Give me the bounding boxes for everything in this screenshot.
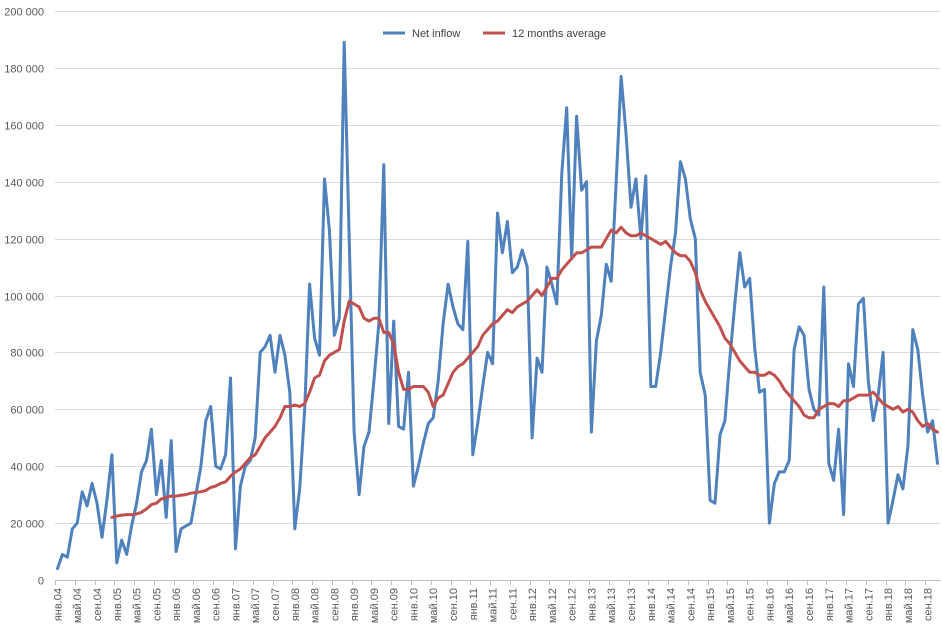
y-tick-label: 80 000 xyxy=(10,348,44,360)
legend-label-12-months-average: 12 months average xyxy=(512,28,606,40)
x-tick-label: май.14 xyxy=(666,588,678,623)
series-lines xyxy=(56,40,939,571)
x-tick-label: сен.18 xyxy=(923,588,935,621)
x-tick-label: янв.17 xyxy=(824,588,836,621)
y-tick-label: 0 xyxy=(38,576,44,588)
x-tick-label: май.17 xyxy=(844,588,856,623)
x-tick-label: янв.11 xyxy=(468,588,480,620)
x-tick-label: сен.11 xyxy=(507,588,519,620)
x-tick-label: янв.05 xyxy=(112,588,124,621)
x-axis: янв.04 май.04 сен.04 янв.05 май.05 сен.05 янв.… xyxy=(52,580,940,623)
legend-label-net-inflow: Net inflow xyxy=(412,28,460,40)
x-tick-label: май.05 xyxy=(132,588,144,623)
series-line-12-months-average xyxy=(110,225,939,519)
y-tick-label: 40 000 xyxy=(10,462,44,474)
y-tick-label: 100 000 xyxy=(4,292,44,304)
x-tick-label: янв.07 xyxy=(230,588,242,621)
y-tick-label: 200 000 xyxy=(4,7,44,19)
x-tick-label: сен.04 xyxy=(92,588,104,621)
y-tick-label: 120 000 xyxy=(4,235,44,247)
x-tick-label: май.12 xyxy=(547,588,559,623)
x-tick-label: май.08 xyxy=(310,588,322,623)
x-tick-label: янв.15 xyxy=(705,588,717,621)
y-tick-label: 160 000 xyxy=(4,121,44,133)
x-tick-label: янв.06 xyxy=(171,588,183,621)
legend: Net inflow 12 months average xyxy=(383,28,606,40)
series-line-net-inflow xyxy=(56,40,939,571)
x-tick-label: сен.08 xyxy=(329,588,341,621)
x-tick-label: сен.14 xyxy=(685,588,697,621)
x-tick-label: май.04 xyxy=(72,588,84,623)
y-tick-label: 180 000 xyxy=(4,64,44,76)
x-tick-label: сен.07 xyxy=(270,588,282,621)
x-tick-label: май.11 xyxy=(488,588,500,622)
x-tick-label: сен.12 xyxy=(567,588,579,621)
y-tick-label: 20 000 xyxy=(10,519,44,531)
x-tick-label: янв.12 xyxy=(527,588,539,621)
x-tick-label: сен.15 xyxy=(745,588,757,621)
x-tick-label: янв.10 xyxy=(408,588,420,621)
x-tick-label: сен.05 xyxy=(151,588,163,621)
x-tick-label: янв.09 xyxy=(349,588,361,621)
y-tick-label: 60 000 xyxy=(10,405,44,417)
x-tick-label: янв.16 xyxy=(764,588,776,621)
x-tick-label: май.16 xyxy=(784,588,796,623)
x-tick-label: сен.16 xyxy=(804,588,816,621)
gridlines xyxy=(55,11,940,524)
x-tick-label: янв.13 xyxy=(586,588,598,621)
x-tick-label: май.18 xyxy=(903,588,915,623)
x-tick-label: сен.17 xyxy=(863,588,875,621)
x-tick-label: сен.09 xyxy=(389,588,401,621)
x-tick-label: май.15 xyxy=(725,588,737,623)
x-tick-label: янв.08 xyxy=(290,588,302,621)
x-tick-label: май.10 xyxy=(428,588,440,623)
x-tick-label: сен.10 xyxy=(448,588,460,621)
y-tick-label: 140 000 xyxy=(4,178,44,190)
x-tick-label: май.07 xyxy=(250,588,262,623)
x-tick-label: май.09 xyxy=(369,588,381,623)
x-tick-label: май.06 xyxy=(191,588,203,623)
x-tick-label: сен.13 xyxy=(626,588,638,621)
x-tick-label: янв.18 xyxy=(883,588,895,621)
x-tick-label: янв.14 xyxy=(646,588,658,621)
y-axis: 0 20 000 40 000 60 000 80 000 100 000 120 000 1… xyxy=(4,7,44,588)
x-tick-label: май.13 xyxy=(606,588,618,623)
x-tick-label: янв.04 xyxy=(52,588,64,621)
x-tick-label: сен.06 xyxy=(211,588,223,621)
